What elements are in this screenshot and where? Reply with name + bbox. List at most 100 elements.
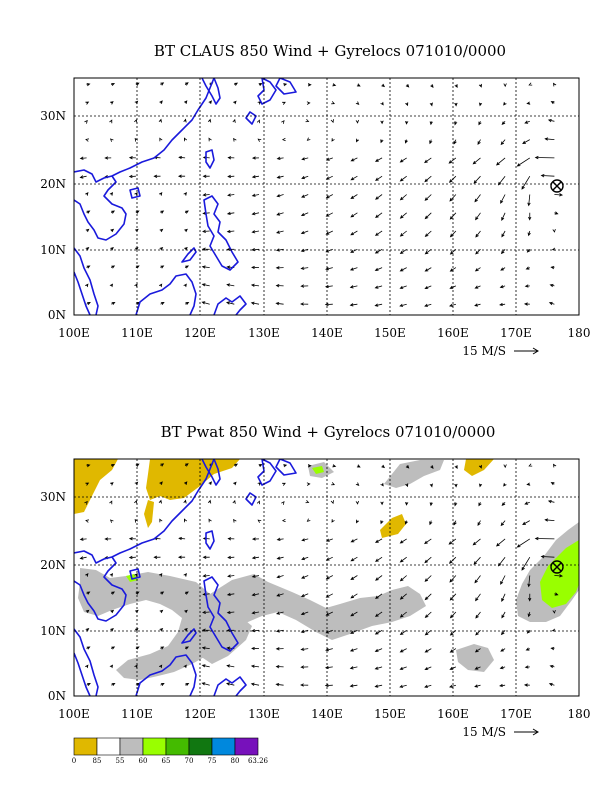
wind-vector — [300, 665, 309, 669]
wind-vector — [250, 283, 260, 287]
wind-vector — [330, 500, 334, 505]
wind-vector — [306, 137, 311, 141]
wind-vector — [399, 175, 407, 182]
wind-vector — [528, 593, 532, 602]
wind-vector — [429, 102, 433, 107]
wind-vector — [474, 285, 481, 289]
wind-vector — [324, 683, 333, 688]
wind-vector — [110, 591, 116, 595]
wind-vector — [399, 212, 407, 219]
wind-vector — [201, 664, 210, 668]
wind-vector — [350, 593, 358, 599]
lon-label: 160E — [437, 707, 469, 721]
wind-vector — [226, 211, 235, 215]
wind-vector — [374, 267, 383, 271]
wind-vector — [325, 647, 333, 652]
wind-vector — [374, 538, 383, 543]
wind-vector — [110, 627, 114, 632]
coastline-sulawesi — [213, 295, 247, 315]
coastline-japan — [257, 78, 277, 105]
wind-vector — [207, 118, 212, 123]
wind-vector — [374, 285, 383, 289]
top-coastlines — [74, 78, 297, 315]
wind-vector — [110, 101, 114, 105]
wind-vector — [474, 666, 481, 670]
wind-vector — [375, 575, 383, 581]
wind-vector — [276, 156, 284, 160]
wind-vector — [85, 283, 89, 288]
wind-vector — [331, 519, 335, 523]
wind-vector — [453, 520, 457, 526]
coastline-japan-south — [245, 492, 257, 506]
wind-vector — [111, 682, 116, 687]
wind-vector — [282, 101, 286, 105]
bottom-gyre-marker — [550, 560, 564, 574]
wind-vector — [374, 157, 383, 162]
colorbar-label: 60 — [139, 757, 148, 765]
wind-vector — [552, 228, 556, 233]
coastline-mainland — [74, 550, 127, 622]
wind-vector — [177, 174, 186, 178]
wind-vector — [524, 665, 530, 669]
wind-vector — [79, 556, 87, 560]
colorbar-label: 75 — [208, 757, 217, 765]
colorbar-label: 55 — [116, 757, 125, 765]
wind-vector — [85, 246, 90, 251]
wind-vector — [184, 246, 188, 251]
wind-vector — [331, 482, 336, 486]
wind-vector — [109, 138, 114, 142]
wind-vector — [79, 156, 87, 160]
wind-vector — [160, 463, 165, 467]
wind-vector — [552, 463, 557, 468]
wind-vector — [332, 83, 337, 87]
wind-vector — [300, 629, 309, 634]
wind-vector — [475, 212, 481, 221]
wind-vector — [399, 666, 407, 670]
colorbar-label: 85 — [93, 757, 102, 765]
wind-vector — [523, 683, 530, 687]
wind-vector — [500, 575, 506, 585]
lon-label: 110E — [121, 326, 153, 340]
coastline-borneo — [135, 654, 197, 696]
wind-vector — [424, 648, 432, 653]
wind-vector — [399, 194, 407, 201]
coastline-sumatra — [74, 271, 91, 315]
wind-vector — [300, 230, 309, 235]
colorbar-swatch — [234, 737, 259, 756]
wind-vector — [454, 465, 458, 470]
wind-vector — [325, 212, 333, 217]
wind-vector — [473, 556, 481, 565]
wind-vector — [350, 212, 358, 218]
lon-label: 180 — [568, 326, 591, 340]
wind-vector — [501, 121, 506, 125]
wind-vector — [478, 483, 483, 488]
wind-vector — [226, 592, 235, 596]
wind-vector — [375, 556, 383, 562]
wind-vector — [184, 210, 189, 214]
lat-label: 20N — [40, 177, 66, 191]
lat-label: 30N — [40, 109, 66, 123]
wind-vector — [474, 684, 481, 688]
wind-vector — [424, 593, 432, 601]
pwat-yellow-region — [74, 459, 118, 514]
wind-vector — [158, 283, 163, 288]
wind-vector — [523, 302, 530, 306]
wind-vector — [227, 174, 235, 179]
wind-vector — [208, 100, 212, 104]
wind-vector — [178, 155, 186, 160]
wind-vector — [281, 501, 285, 505]
wind-vector — [375, 212, 383, 219]
wind-vector — [251, 574, 260, 578]
wind-vector — [160, 82, 165, 86]
wind-vector — [380, 101, 384, 106]
wind-vector — [380, 520, 384, 525]
lon-label: 180 — [568, 707, 591, 721]
colorbar-label: 70 — [185, 757, 194, 765]
scale-label: 15 M/S — [462, 725, 506, 739]
wind-vector — [478, 502, 482, 507]
wind-vector — [374, 684, 383, 688]
wind-vector — [305, 119, 310, 123]
wind-vector — [307, 83, 312, 87]
wind-vector — [85, 101, 90, 105]
wind-vector — [111, 301, 116, 306]
